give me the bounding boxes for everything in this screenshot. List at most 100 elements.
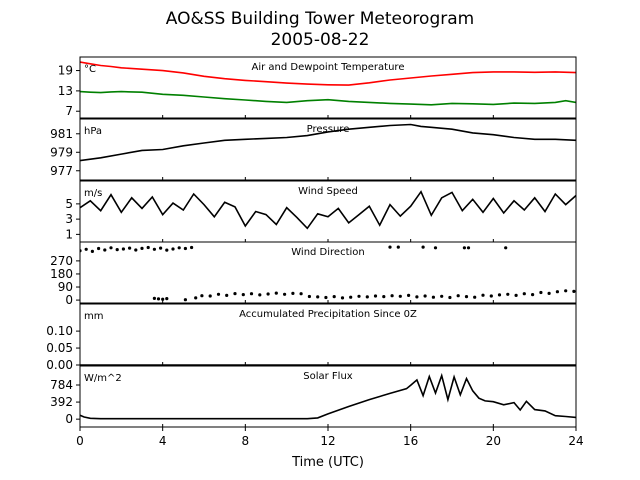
chart-subtitle: 2005-08-22	[271, 30, 370, 50]
data-point	[473, 295, 477, 299]
x-tick-label: 0	[76, 434, 84, 448]
data-point	[398, 294, 402, 298]
data-point	[440, 294, 444, 298]
panel-title: Wind Direction	[291, 247, 365, 258]
x-axis: 0 4 8 12 16 20 24	[76, 427, 584, 448]
x-tick-label: 24	[568, 434, 583, 448]
y-tick-label: 392	[50, 395, 73, 409]
data-point	[249, 292, 254, 296]
y-tick-label: 5	[65, 197, 73, 211]
data-point	[183, 246, 187, 251]
y-tick-label: 1	[65, 227, 73, 241]
data-point	[241, 293, 245, 297]
data-point	[539, 290, 543, 295]
data-point	[146, 245, 150, 250]
data-point	[423, 294, 427, 298]
data-point	[464, 295, 469, 299]
data-point	[365, 295, 369, 299]
data-point	[456, 294, 460, 298]
data-point	[190, 245, 194, 250]
data-point	[555, 290, 560, 294]
y-tick-label: 0	[65, 293, 73, 307]
wind_speed-series-0	[80, 190, 576, 230]
data-point	[225, 293, 229, 297]
solar-series-0	[80, 372, 576, 420]
y-tick-label: 0.10	[46, 324, 73, 338]
y-tick-label: 0.00	[46, 358, 73, 372]
data-point	[208, 294, 212, 298]
data-point	[266, 292, 270, 296]
x-tick-label: 20	[486, 434, 501, 448]
data-point	[216, 292, 221, 296]
data-point	[506, 292, 510, 296]
data-point	[390, 294, 394, 298]
panel-title: Accumulated Precipitation Since 0Z	[239, 309, 417, 320]
data-point	[489, 294, 493, 298]
data-point	[514, 293, 518, 297]
data-point	[90, 249, 94, 253]
panel-unit: °C	[84, 64, 96, 75]
y-tick-label: 979	[50, 145, 73, 159]
data-point	[349, 295, 353, 299]
panel-title: Pressure	[307, 124, 350, 135]
data-point	[121, 247, 125, 251]
data-point	[103, 248, 107, 252]
temp-series-0	[80, 61, 576, 86]
data-point	[357, 294, 361, 298]
data-point	[433, 246, 438, 250]
y-tick-label: 7	[65, 104, 73, 118]
y-tick-label: 0	[65, 412, 73, 426]
data-point	[165, 297, 169, 301]
chart-title: AO&SS Building Tower Meteorogram	[166, 9, 474, 29]
data-point	[159, 246, 163, 250]
data-point	[156, 297, 161, 301]
data-point	[283, 292, 287, 296]
pressure-series-0	[80, 123, 576, 162]
data-point	[547, 291, 551, 295]
data-point	[316, 295, 320, 299]
data-point	[134, 248, 138, 252]
data-point	[421, 245, 425, 249]
y-tick-label: 981	[50, 127, 73, 141]
data-point	[291, 291, 295, 295]
y-tick-label: 13	[58, 84, 73, 98]
data-point	[382, 295, 386, 299]
x-tick-label: 16	[403, 434, 418, 448]
y-tick-label: 270	[50, 254, 73, 268]
data-point	[448, 295, 452, 300]
panel-unit: mm	[84, 311, 103, 322]
y-tick-label: 977	[50, 164, 73, 178]
panel-title: Solar Flux	[303, 371, 353, 382]
data-point	[161, 297, 165, 301]
data-point	[431, 295, 435, 299]
data-point	[497, 293, 502, 297]
data-point	[128, 246, 132, 250]
y-tick-label: 0.05	[46, 341, 73, 355]
data-point	[373, 294, 378, 298]
panel-solar: 0 392 784 Solar Flux W/m^2	[50, 365, 577, 428]
data-point	[531, 293, 535, 297]
panel-title: Wind Speed	[298, 186, 358, 197]
data-point	[481, 293, 485, 297]
panel-unit: hPa	[84, 126, 102, 137]
data-point	[332, 295, 336, 299]
data-point	[522, 292, 526, 296]
data-point	[152, 247, 156, 251]
data-point	[340, 296, 345, 300]
data-point	[572, 289, 576, 293]
data-point	[140, 246, 144, 250]
panel-wind_speed: 135 Wind Speed m/s	[65, 180, 577, 243]
data-point	[415, 295, 419, 299]
data-point	[258, 293, 262, 297]
panel-unit: W/m^2	[84, 373, 122, 384]
y-tick-label: 784	[50, 378, 73, 392]
data-point	[274, 291, 278, 295]
y-tick-label: 90	[58, 280, 73, 294]
data-point	[115, 248, 119, 252]
data-point	[109, 246, 113, 250]
y-tick-label: 180	[50, 267, 73, 281]
x-axis-label: Time (UTC)	[291, 455, 364, 470]
temp-series-1	[80, 90, 576, 106]
